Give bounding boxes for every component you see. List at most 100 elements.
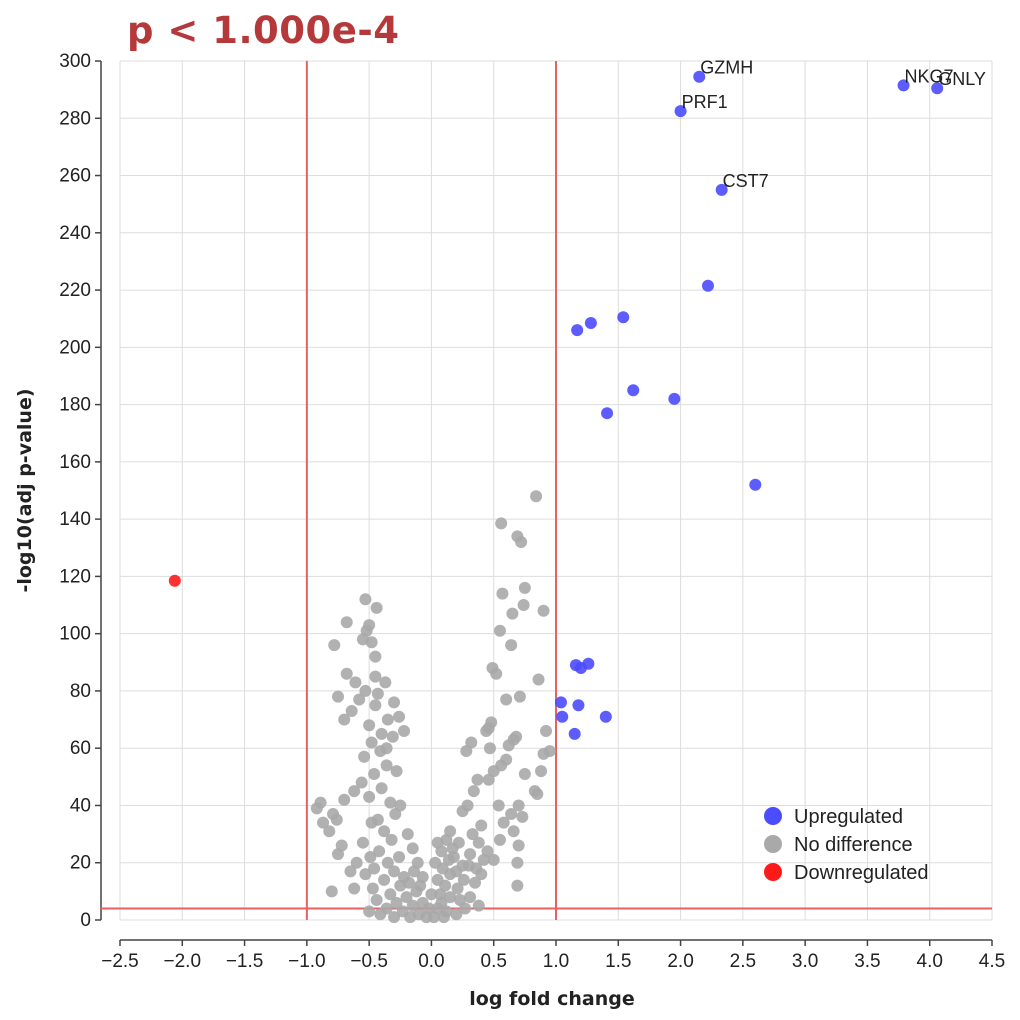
no-difference-point — [378, 825, 391, 838]
downregulated-point — [168, 574, 181, 587]
no-difference-point — [492, 799, 505, 812]
no-difference-point — [359, 684, 372, 697]
no-difference-point — [384, 796, 397, 809]
no-difference-point — [323, 825, 336, 838]
no-difference-point — [511, 856, 524, 869]
no-difference-point — [394, 799, 407, 812]
upregulated-point — [617, 311, 630, 324]
y-tick-label: 240 — [59, 223, 91, 244]
no-difference-point — [506, 607, 519, 620]
no-difference-point — [390, 896, 403, 909]
no-difference-point — [459, 902, 472, 915]
upregulated-point — [674, 105, 687, 118]
no-difference-point — [482, 773, 495, 786]
no-difference-point — [450, 908, 463, 921]
x-tick-label: −0.5 — [350, 951, 388, 972]
legend-marker — [764, 863, 782, 881]
no-difference-point — [480, 725, 493, 738]
upregulated-point — [897, 79, 910, 92]
threshold-lines — [100, 61, 992, 920]
no-difference-point — [393, 710, 406, 723]
no-difference-point — [369, 699, 382, 712]
no-difference-point — [338, 793, 351, 806]
no-difference-point — [500, 693, 513, 706]
no-difference-point — [364, 851, 377, 864]
no-difference-point — [363, 619, 376, 632]
no-difference-point — [531, 788, 544, 801]
upregulated-point — [556, 710, 569, 723]
no-difference-point — [388, 865, 401, 878]
x-tick-label: 1.0 — [543, 951, 569, 972]
no-difference-point — [379, 676, 392, 689]
no-difference-point — [363, 905, 376, 918]
no-difference-point — [338, 713, 351, 726]
no-difference-point — [490, 667, 503, 680]
gene-label: GNLY — [938, 69, 986, 89]
no-difference-point — [340, 616, 353, 629]
no-difference-point — [355, 776, 368, 789]
no-difference-point — [332, 848, 344, 861]
y-tick-label: 60 — [70, 738, 91, 759]
no-difference-point — [437, 911, 450, 924]
no-difference-point — [493, 624, 506, 637]
no-difference-point — [363, 790, 376, 803]
no-difference-point — [369, 650, 382, 663]
no-difference-point — [477, 853, 490, 866]
no-difference-point — [451, 882, 464, 895]
legend-label: Upregulated — [794, 806, 903, 828]
x-tick-label: 0.0 — [418, 951, 444, 972]
upregulated-point — [693, 70, 706, 83]
no-difference-point — [370, 893, 383, 906]
y-tick-label: 140 — [59, 509, 91, 530]
no-difference-point — [464, 891, 477, 904]
legend-marker — [764, 835, 782, 853]
no-difference-point — [371, 687, 384, 700]
upregulated-point — [571, 324, 584, 337]
legend: Upregulated No difference Downregulated — [764, 806, 929, 884]
gene-label: NKG7 — [905, 66, 954, 86]
legend-label: Downregulated — [794, 862, 929, 884]
upregulated-point — [584, 316, 597, 329]
no-difference-point — [543, 745, 556, 758]
no-difference-point — [467, 785, 480, 798]
no-difference-point — [496, 587, 509, 600]
y-tick-label: 20 — [70, 853, 91, 874]
no-difference-point — [540, 725, 553, 738]
no-difference-point — [513, 690, 526, 703]
no-difference-point — [356, 836, 369, 849]
no-difference-point — [375, 782, 388, 795]
y-tick-label: 120 — [59, 566, 91, 587]
no-difference-point — [317, 816, 330, 829]
no-difference-point — [358, 750, 371, 763]
x-tick-label: 3.0 — [792, 951, 818, 972]
no-difference-point — [345, 704, 358, 717]
upregulated-point — [554, 696, 567, 709]
no-difference-point — [368, 767, 381, 780]
no-difference-point — [431, 873, 444, 886]
no-difference-point — [369, 670, 382, 683]
x-tick-label: −1.5 — [226, 951, 264, 972]
no-difference-point — [444, 825, 457, 838]
no-difference-point — [470, 862, 483, 875]
no-difference-point — [472, 899, 485, 912]
no-difference-point — [406, 842, 419, 855]
x-tick-label: 0.5 — [481, 951, 507, 972]
no-difference-point — [330, 813, 343, 826]
no-difference-point — [466, 828, 479, 841]
no-difference-point — [516, 810, 529, 823]
upregulated-point — [601, 407, 614, 420]
no-difference-point — [460, 745, 473, 758]
x-tick-label: −1.0 — [288, 951, 326, 972]
legend-label: No difference — [794, 834, 913, 856]
no-difference-point — [446, 842, 459, 855]
no-difference-point — [471, 773, 484, 786]
x-tick-label: −2.0 — [164, 951, 202, 972]
no-difference-point — [425, 888, 438, 901]
y-tick-label: 40 — [70, 795, 91, 816]
no-difference-point — [378, 873, 391, 886]
no-difference-point — [472, 836, 485, 849]
y-tick-label: 220 — [59, 280, 91, 301]
no-difference-point — [380, 759, 393, 772]
x-tick-label: 2.5 — [730, 951, 756, 972]
